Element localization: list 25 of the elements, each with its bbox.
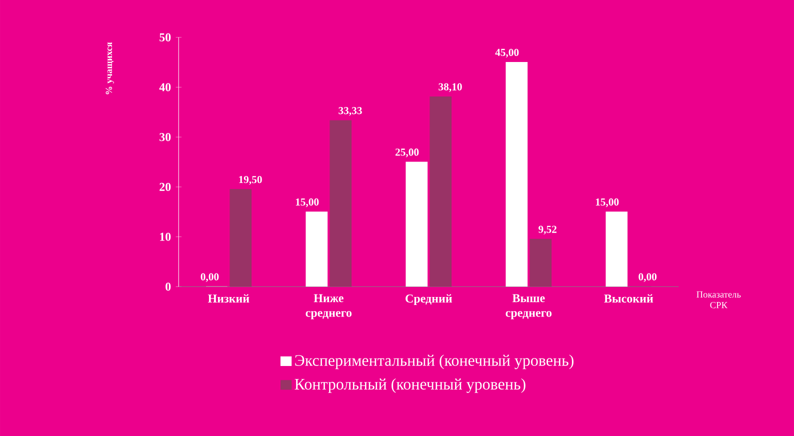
x-tick-label: Низкий (208, 294, 250, 303)
y-tick-label: 50 (160, 33, 171, 42)
data-label: 0,00 (638, 273, 657, 282)
data-label: 9,52 (538, 226, 556, 234)
x-tick-label: Высокий (604, 294, 654, 303)
data-label: 0,00 (200, 273, 219, 282)
y-tick-label: 10 (160, 232, 171, 241)
data-label: 15,00 (296, 198, 319, 208)
x-tick-label: Средний (406, 294, 452, 306)
y-tick-label: 40 (159, 83, 171, 92)
y-tick-label: 0 (166, 282, 171, 291)
data-label: 19,50 (239, 176, 262, 185)
y-tick-label: 30 (160, 133, 171, 142)
x-tick-label: Ниже среднего (306, 294, 352, 320)
x-axis-title: Показатель СРК (696, 291, 741, 308)
data-label: 25,00 (396, 148, 419, 158)
y-tick-label: 20 (160, 182, 171, 191)
y-axis-title: % учащихся (106, 42, 114, 94)
data-label: 38,10 (438, 83, 462, 92)
legend-label: Экспериментальный (конечный уровень) (295, 354, 574, 370)
x-tick-label: Выше среднего (506, 294, 552, 320)
legend-label: Контрольный (конечный уровень) (294, 378, 526, 393)
data-label: 33,33 (338, 107, 362, 116)
data-label: 15,00 (596, 198, 619, 208)
data-label: 45,00 (495, 48, 519, 58)
